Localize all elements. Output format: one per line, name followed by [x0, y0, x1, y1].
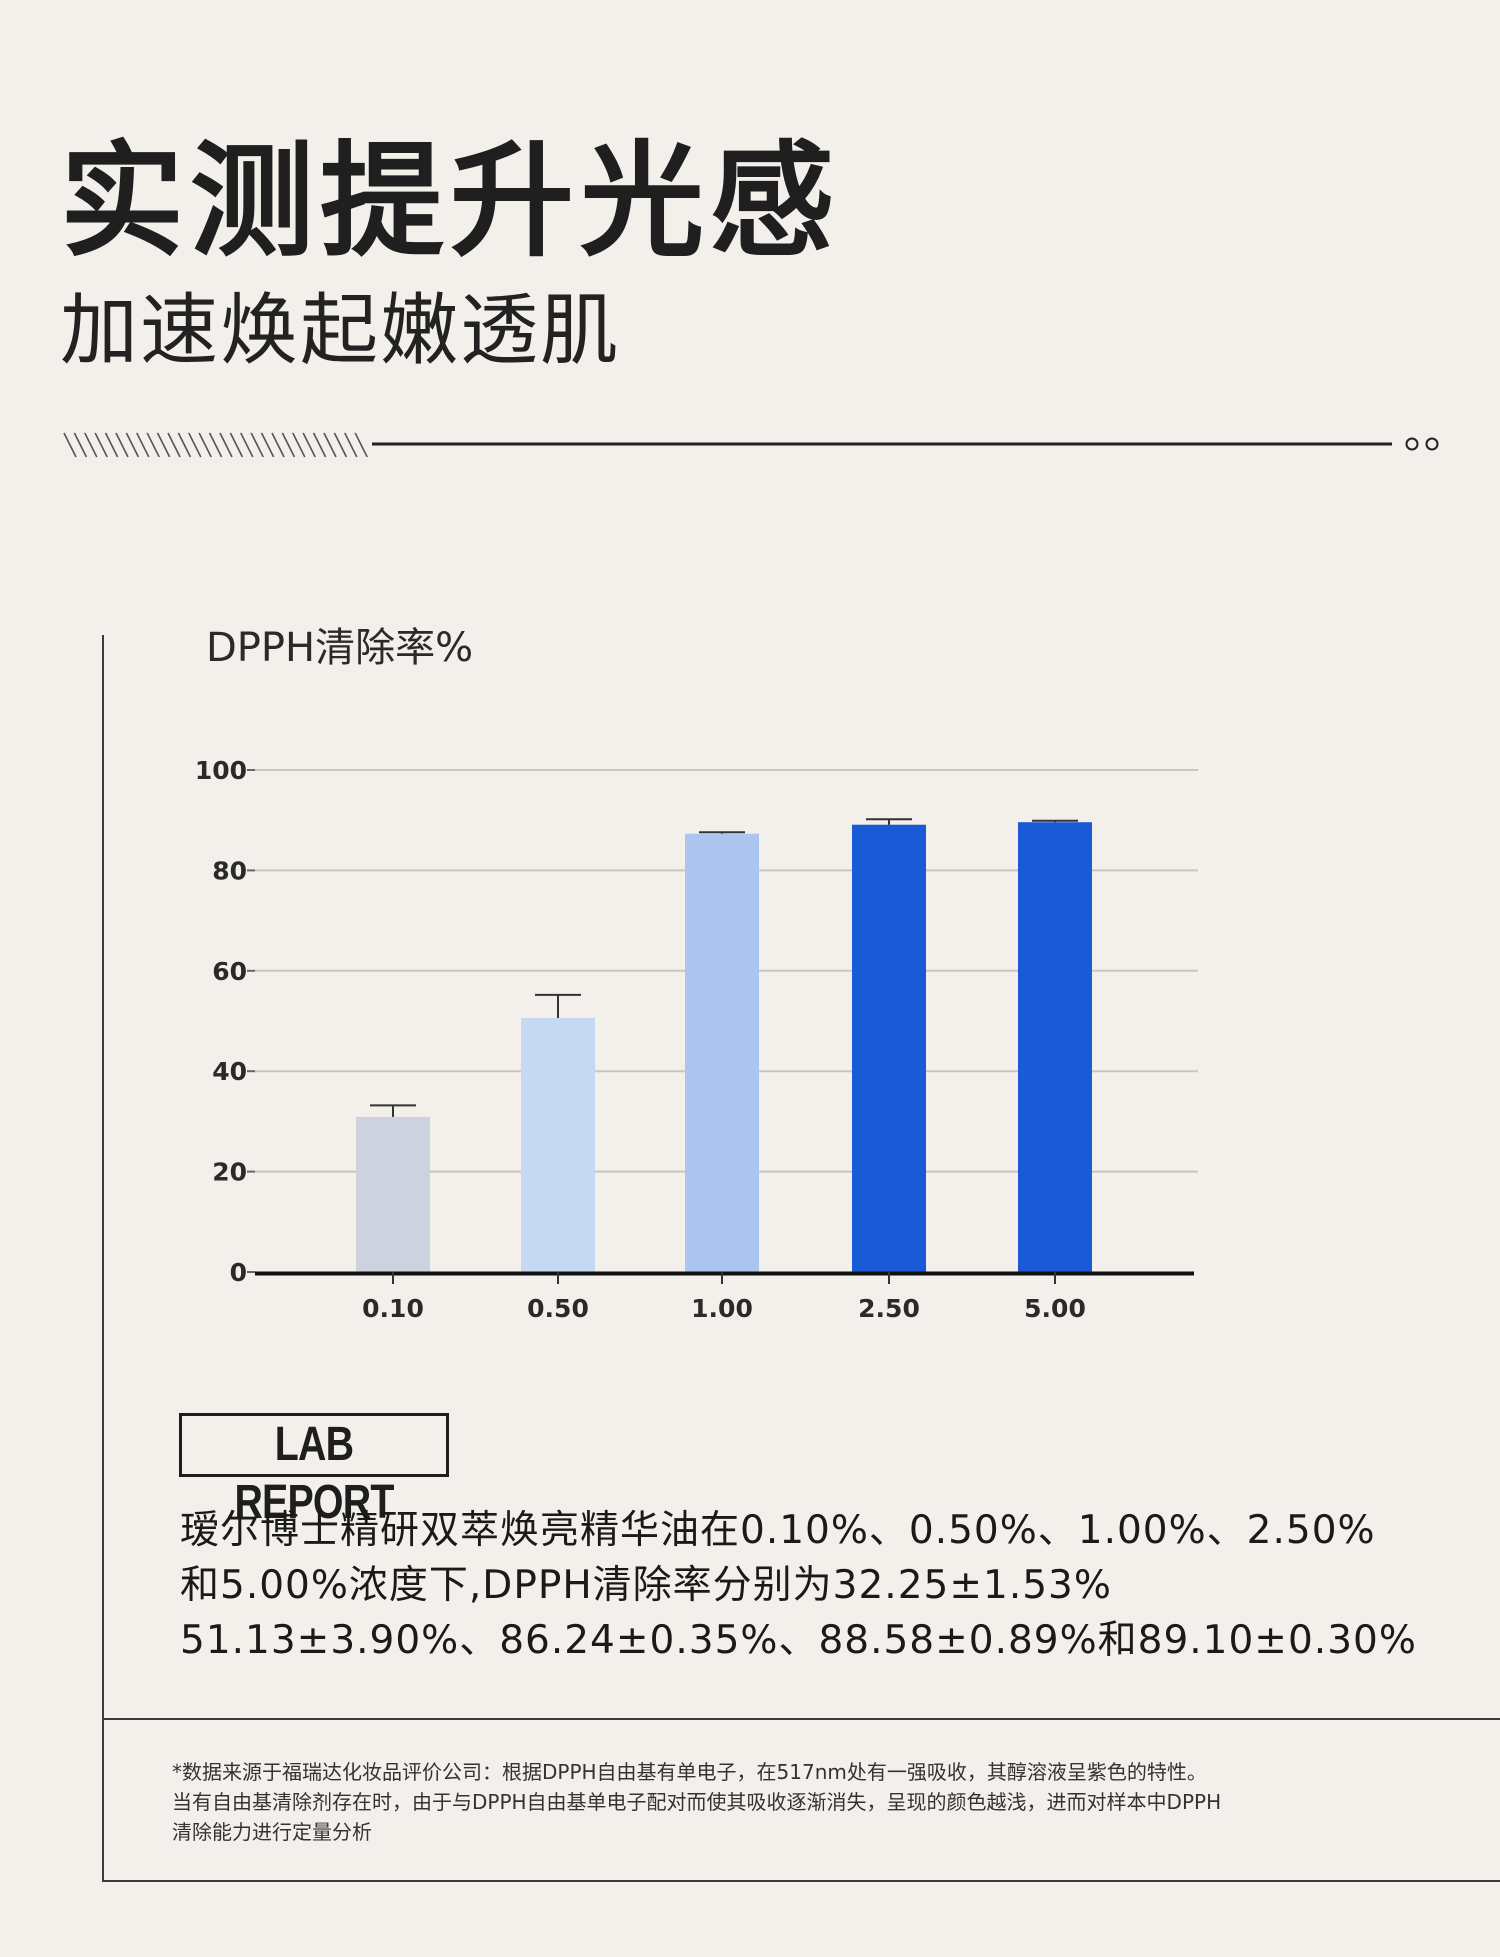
dpph-bar-chart: DPPH清除率% 0 20 40 60 80 100 0.10 0.50 1.00 2.50 5.… — [195, 625, 1198, 1323]
x-tick-label: 0.10 — [362, 1294, 424, 1323]
lab-report-badge: LAB REPORT — [179, 1413, 449, 1529]
y-tick-label: 80 — [212, 856, 247, 885]
report-line: 51.13±3.90%、86.24±0.35%、88.58±0.89%和89.1… — [180, 1618, 1417, 1663]
report-text: 瑷尔博士精研双萃焕亮精华油在0.10%、0.50%、1.00%、2.50% 和5… — [180, 1503, 1430, 1668]
frame-bottom-line — [102, 1880, 1500, 1882]
footnote: *数据来源于福瑞达化妆品评价公司：根据DPPH自由基有单电子，在517nm处有一… — [172, 1757, 1452, 1847]
x-tick-label: 0.50 — [527, 1294, 589, 1323]
y-tick-label: 0 — [230, 1258, 247, 1287]
bar-5.00 — [1018, 822, 1092, 1272]
y-tick-label: 100 — [195, 756, 247, 785]
y-tick-label: 40 — [212, 1057, 247, 1086]
y-tick-label: 60 — [212, 957, 247, 986]
decorative-divider — [63, 432, 1439, 458]
frame-divider-line — [102, 1718, 1500, 1720]
footnote-line: 清除能力进行定量分析 — [172, 1820, 372, 1844]
frame-vertical-line — [102, 635, 104, 1880]
x-tick-label: 2.50 — [858, 1294, 920, 1323]
page-title: 实测提升光感 — [60, 130, 841, 274]
bar-0.10 — [356, 1116, 430, 1272]
x-tick-label: 1.00 — [691, 1294, 753, 1323]
y-tick-label: 20 — [212, 1158, 247, 1187]
lab-report-label: LAB REPORT — [234, 1418, 394, 1529]
x-tick-label: 5.00 — [1024, 1294, 1086, 1323]
footnote-line: 当有自由基清除剂存在时，由于与DPPH自由基单电子配对而使其吸收逐渐消失，呈现的… — [172, 1790, 1222, 1814]
report-line: 和5.00%浓度下,DPPH清除率分别为32.25±1.53% — [180, 1563, 1112, 1608]
chart-title: DPPH清除率% — [206, 625, 473, 671]
report-line: 瑷尔博士精研双萃焕亮精华油在0.10%、0.50%、1.00%、2.50% — [180, 1508, 1376, 1553]
bar-2.50 — [852, 824, 926, 1272]
bar-0.50 — [521, 1017, 595, 1272]
bar-1.00 — [685, 833, 759, 1272]
footnote-line: *数据来源于福瑞达化妆品评价公司：根据DPPH自由基有单电子，在517nm处有一… — [172, 1760, 1207, 1784]
page-subtitle: 加速焕起嫩透肌 — [60, 286, 621, 376]
